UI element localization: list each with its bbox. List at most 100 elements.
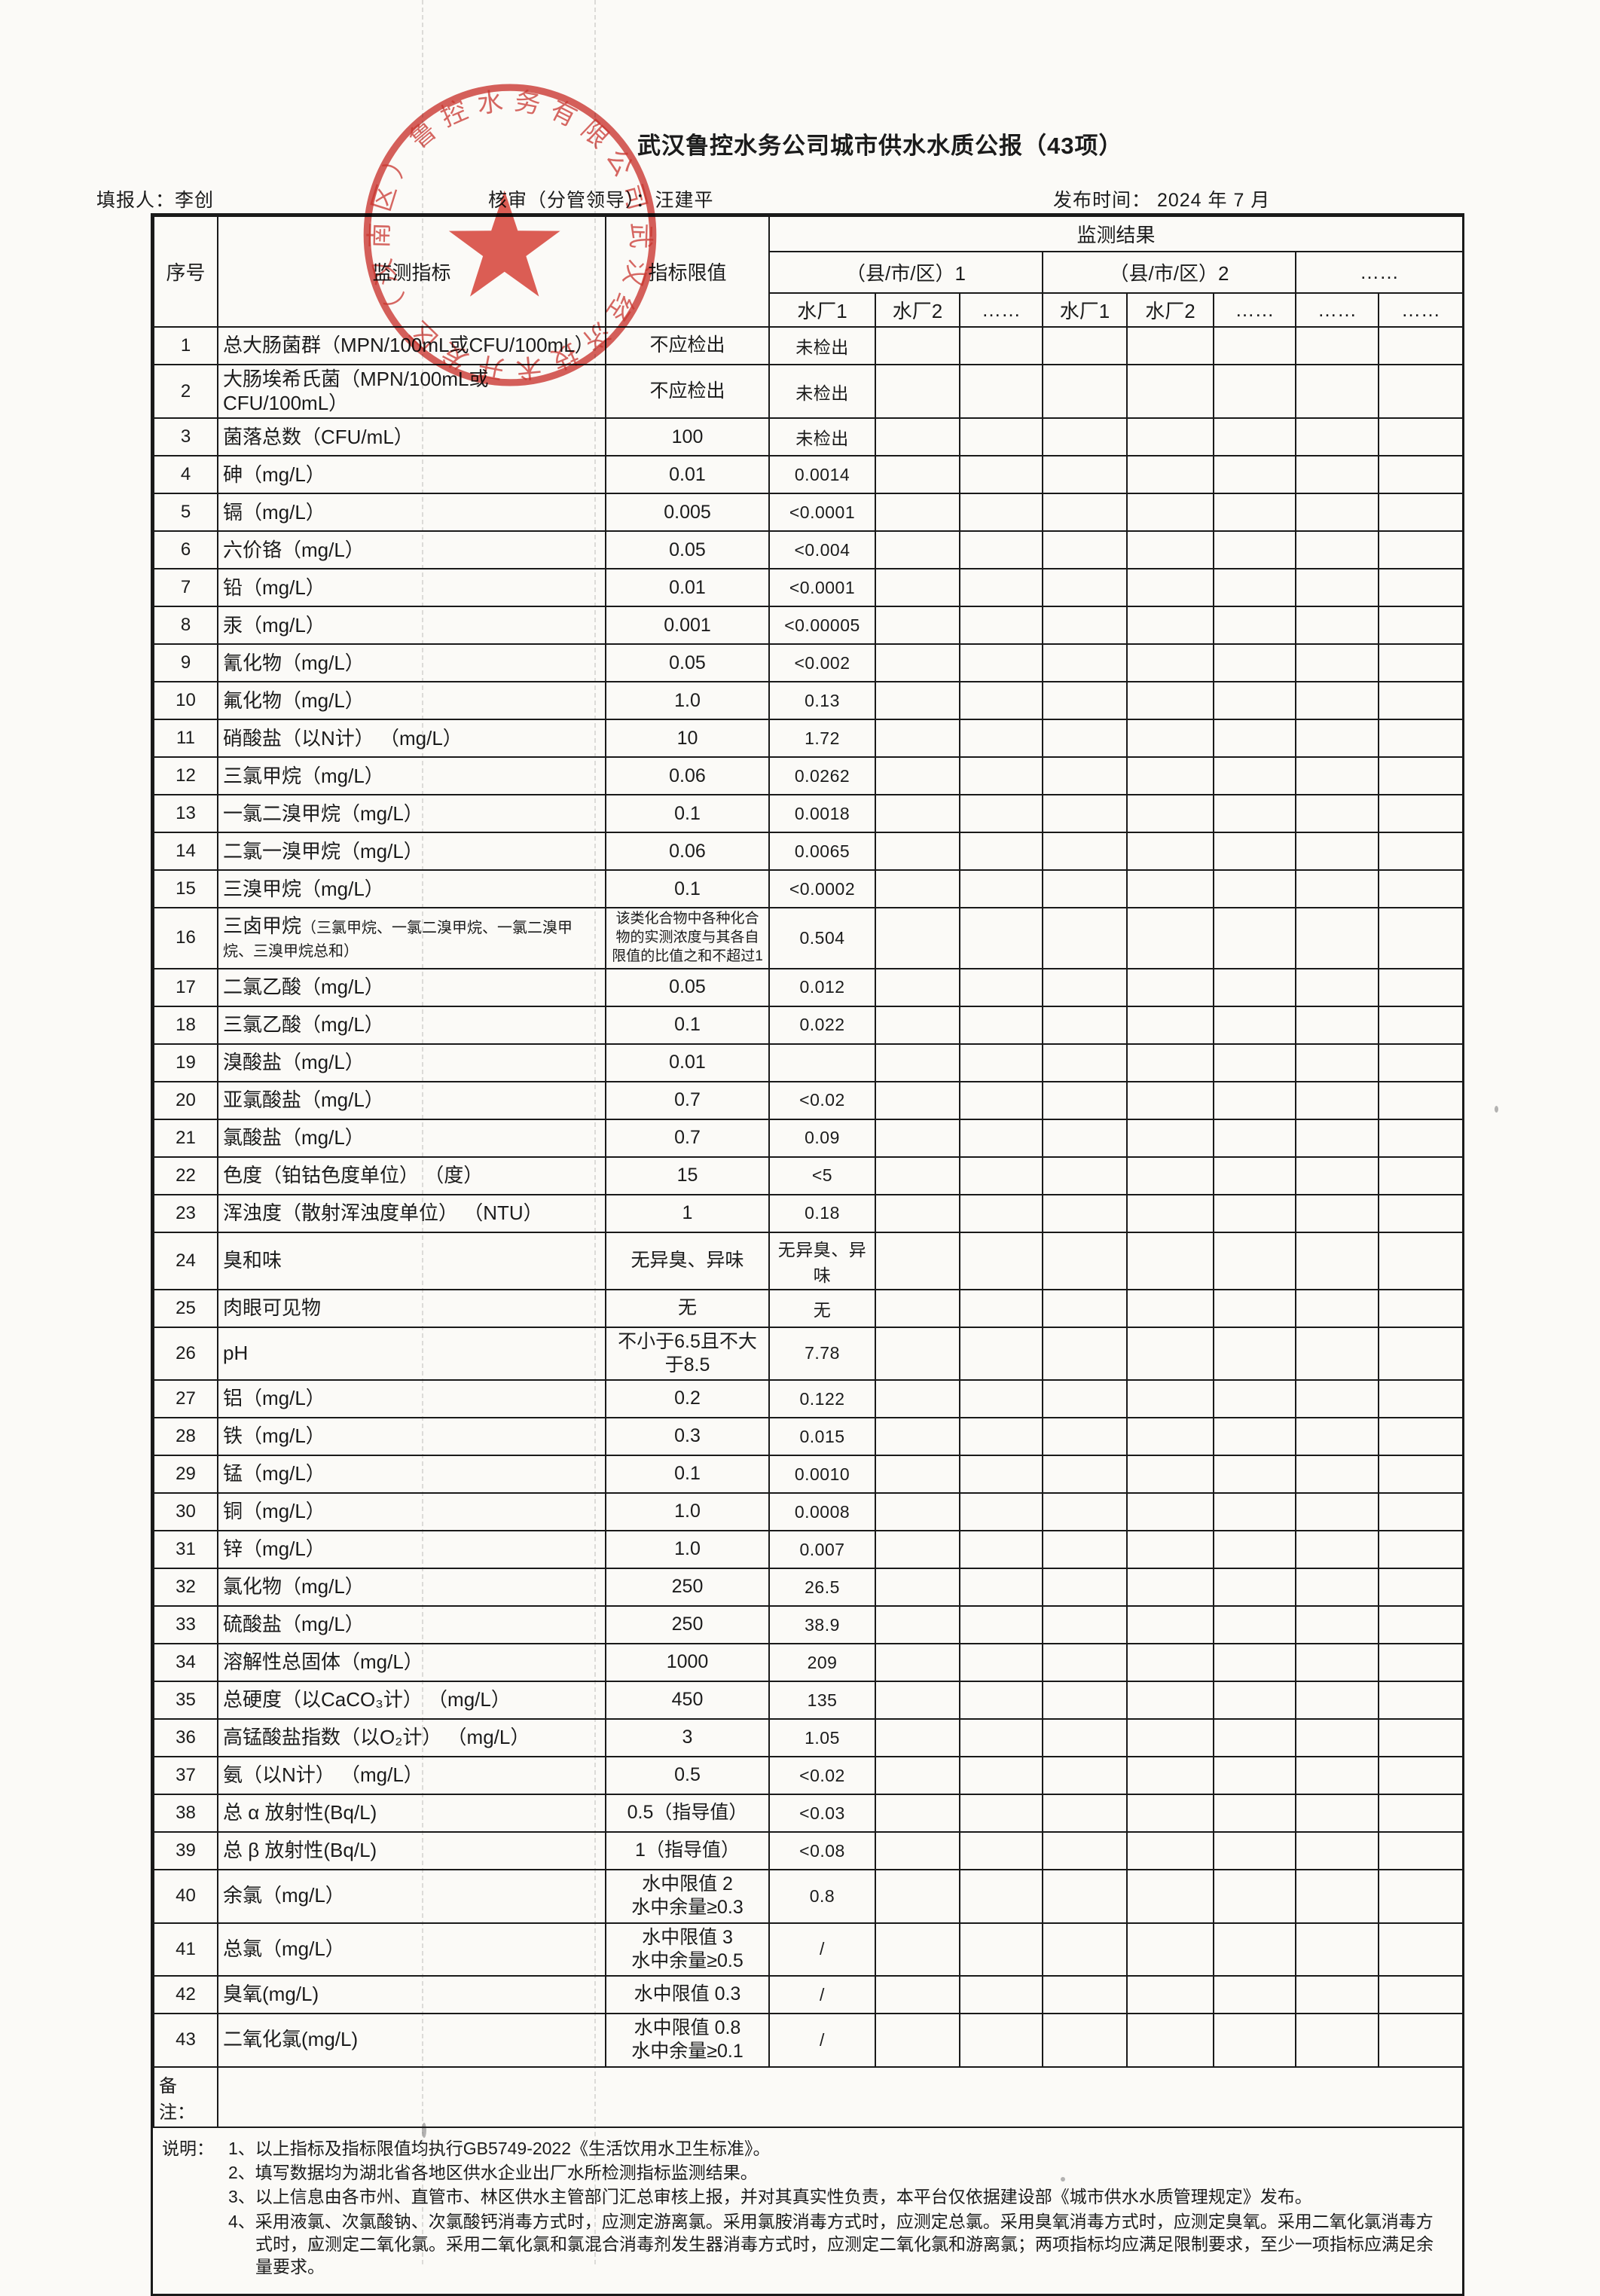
- cell-result-empty: [959, 1605, 1043, 1644]
- cell-result-empty: [875, 1005, 960, 1045]
- cell-indicator: 三卤甲烷（三氯甲烷、一氯二溴甲烷、一氯二溴甲烷、三溴甲烷总和）: [217, 907, 606, 969]
- cell-result-empty: [959, 1492, 1043, 1531]
- cell-result-empty: [1295, 1043, 1379, 1082]
- cell-result-empty: [1377, 1455, 1464, 1494]
- cell-result-empty: [1042, 681, 1128, 721]
- cell-seq: 34: [153, 1643, 218, 1682]
- cell-limit: 250: [605, 1605, 770, 1644]
- cell-indicator: 一氯二溴甲烷（mg/L）: [217, 794, 606, 834]
- cell-seq: 29: [153, 1455, 218, 1494]
- cell-result-empty: [1042, 606, 1128, 646]
- table-row: 22 色度（铂钴色度单位） （度） 15 <5: [153, 1156, 1464, 1195]
- cell-result-empty: [1213, 907, 1296, 969]
- cell-result-empty: [1213, 1043, 1296, 1082]
- cell-result-empty: [1213, 1605, 1296, 1644]
- cell-result-empty: [1377, 869, 1464, 909]
- cell-result-empty: [875, 967, 960, 1007]
- cell-result-empty: [1377, 1643, 1464, 1682]
- table-row: 11 硝酸盐（以N计） （mg/L） 10 1.72: [153, 719, 1464, 759]
- table-row: 15 三溴甲烷（mg/L） 0.1 <0.0002: [153, 869, 1464, 909]
- cell-result-empty: [1213, 756, 1296, 796]
- cell-seq: 25: [153, 1288, 218, 1328]
- cell-result-empty: [1042, 1193, 1128, 1233]
- cell-result-empty: [1295, 907, 1379, 969]
- notes-label: 说明：: [162, 2138, 214, 2158]
- cell-result-empty: [1042, 967, 1128, 1007]
- table-row: 28 铁（mg/L） 0.3 0.015: [153, 1417, 1464, 1456]
- cell-result-plant1: <0.0002: [768, 869, 876, 909]
- cell-seq: 19: [153, 1043, 218, 1082]
- cell-result-empty: [1126, 1417, 1214, 1456]
- table-row: 21 氯酸盐（mg/L） 0.7 0.09: [153, 1118, 1464, 1158]
- cell-result-empty: [875, 455, 960, 495]
- cell-result-empty: [959, 869, 1043, 909]
- table-row: 39 总 β 放射性(Bq/L) 1（指导值） <0.08: [153, 1831, 1464, 1870]
- cell-result-empty: [1295, 455, 1379, 495]
- cell-limit: 不小于6.5且不大于8.5: [605, 1326, 770, 1381]
- cell-seq: 10: [153, 681, 218, 721]
- cell-result-empty: [959, 530, 1043, 570]
- cell-result-empty: [1377, 1080, 1464, 1120]
- header-plant-2: 水厂2: [875, 292, 960, 328]
- cell-limit: 0.06: [605, 756, 770, 796]
- cell-result-empty: [959, 643, 1043, 683]
- table-row: 38 总 α 放射性(Bq/L) 0.5（指导值） <0.03: [153, 1794, 1464, 1833]
- cell-indicator: 三溴甲烷（mg/L）: [217, 869, 606, 909]
- cell-result-empty: [875, 719, 960, 759]
- cell-result-empty: [875, 2013, 960, 2068]
- cell-result-plant1: 无异臭、异味: [768, 1231, 876, 1290]
- cell-result-plant1: <0.0001: [768, 568, 876, 608]
- cell-result-empty: [875, 326, 960, 365]
- note-item-2: 2、填写数据均为湖北省各地区供水企业出厂水所检测指标监测结果。: [228, 2162, 758, 2182]
- cell-result-empty: [1377, 530, 1464, 570]
- cell-result-empty: [1295, 417, 1379, 457]
- cell-result-empty: [1295, 493, 1379, 533]
- cell-result-empty: [1295, 1869, 1379, 1924]
- cell-limit: 1（指导值）: [605, 1831, 770, 1870]
- cell-result-empty: [1377, 2013, 1464, 2068]
- cell-result-plant1: 135: [768, 1681, 876, 1720]
- cell-seq: 11: [153, 719, 218, 759]
- cell-result-empty: [1295, 869, 1379, 909]
- cell-result-empty: [1126, 794, 1214, 834]
- cell-result-empty: [1295, 1118, 1379, 1158]
- cell-indicator: 亚氯酸盐（mg/L）: [217, 1080, 606, 1120]
- cell-result-empty: [1213, 326, 1296, 365]
- table-row: 34 溶解性总固体（mg/L） 1000 209: [153, 1643, 1464, 1682]
- cell-result-empty: [1213, 681, 1296, 721]
- table-row: 19 溴酸盐（mg/L） 0.01: [153, 1043, 1464, 1082]
- table-row: 41 总氯（mg/L） 水中限值 3 水中余量≥0.5/: [153, 1922, 1464, 1977]
- cell-result-empty: [875, 1831, 960, 1870]
- cell-result-empty: [1377, 1568, 1464, 1607]
- cell-result-empty: [959, 1417, 1043, 1456]
- cell-result-empty: [1126, 326, 1214, 365]
- cell-result-empty: [1377, 1326, 1464, 1381]
- cell-result-empty: [959, 1455, 1043, 1494]
- remark-content: [216, 2065, 1464, 2128]
- cell-seq: 6: [153, 530, 218, 570]
- cell-result-plant1: 0.122: [768, 1379, 876, 1418]
- cell-result-empty: [1377, 681, 1464, 721]
- cell-result-empty: [1042, 1231, 1128, 1290]
- cell-result-empty: [1213, 1922, 1296, 1977]
- cell-seq: 7: [153, 568, 218, 608]
- cell-result-empty: [1126, 1455, 1214, 1494]
- cell-result-empty: [1042, 719, 1128, 759]
- cell-seq: 30: [153, 1492, 218, 1531]
- cell-result-empty: [1213, 606, 1296, 646]
- cell-result-empty: [959, 417, 1043, 457]
- cell-limit: 100: [605, 417, 770, 457]
- cell-result-empty: [1377, 1379, 1464, 1418]
- table-row: 27 铝（mg/L） 0.2 0.122: [153, 1379, 1464, 1418]
- cell-limit: 0.5（指导值）: [605, 1794, 770, 1833]
- cell-result-empty: [1126, 1718, 1214, 1757]
- cell-result-empty: [875, 1794, 960, 1833]
- header-indicator: 监测指标: [217, 215, 606, 328]
- cell-limit: 250: [605, 1568, 770, 1607]
- cell-result-plant1: <0.002: [768, 643, 876, 683]
- cell-result-empty: [1213, 1080, 1296, 1120]
- cell-indicator: 总硬度（以CaCO₃计） （mg/L）: [217, 1681, 606, 1720]
- cell-result-empty: [1213, 1568, 1296, 1607]
- cell-result-empty: [1042, 1379, 1128, 1418]
- cell-result-empty: [959, 363, 1043, 420]
